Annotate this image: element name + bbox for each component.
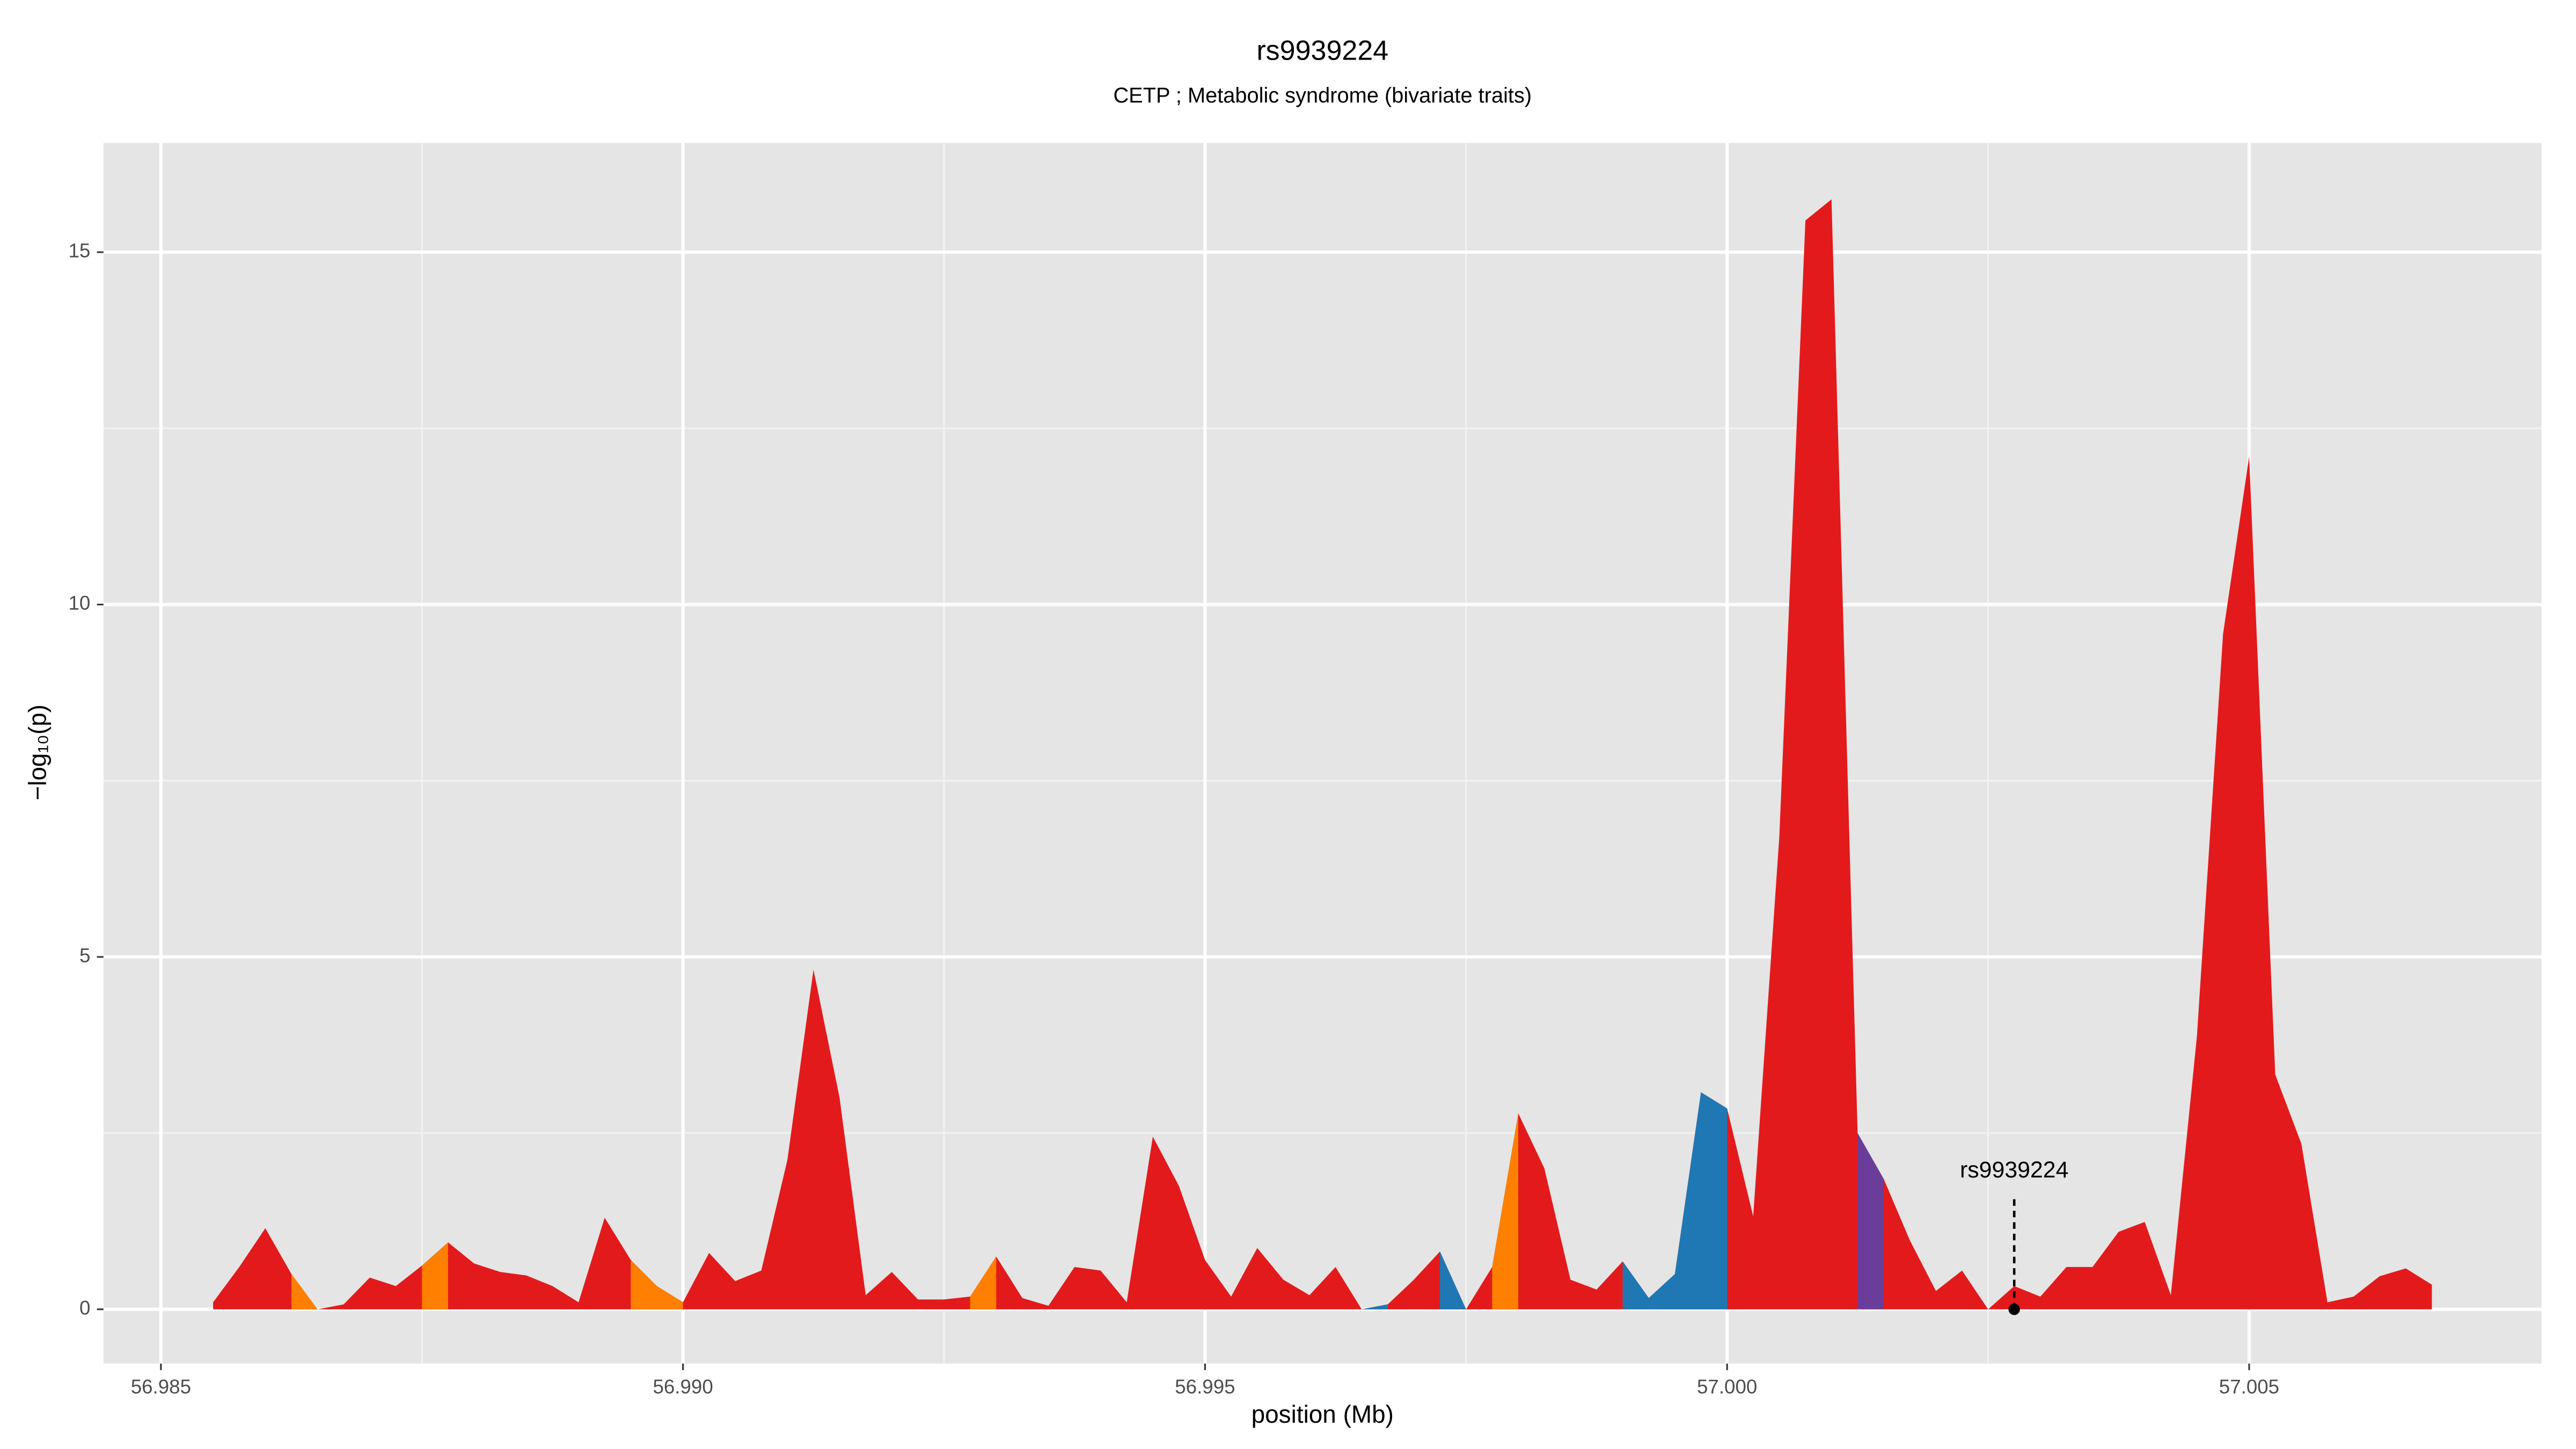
area bbox=[213, 199, 2432, 1309]
area bbox=[631, 1260, 683, 1309]
chart-title: rs9939224 bbox=[1256, 35, 1388, 67]
y-tick-label: 5 bbox=[79, 945, 90, 967]
x-tick-label: 56.985 bbox=[131, 1375, 191, 1397]
x-tick-label: 56.990 bbox=[653, 1375, 713, 1397]
area bbox=[1362, 1304, 1388, 1309]
annotation-point bbox=[2008, 1303, 2020, 1315]
annotation-label: rs9939224 bbox=[1960, 1157, 2068, 1183]
y-tick-label: 0 bbox=[79, 1297, 90, 1319]
y-tick-label: 15 bbox=[69, 240, 91, 262]
area bbox=[1622, 1092, 1728, 1309]
x-tick-label: 56.995 bbox=[1175, 1375, 1235, 1397]
chart-subtitle: CETP ; Metabolic syndrome (bivariate tra… bbox=[1113, 84, 1532, 107]
y-tick-label: 10 bbox=[69, 592, 91, 614]
area bbox=[1492, 1113, 1519, 1309]
area bbox=[1440, 1252, 1466, 1309]
x-tick-label: 57.000 bbox=[1697, 1375, 1757, 1397]
y-axis-label: −log₁₀(p) bbox=[24, 705, 52, 801]
area bbox=[422, 1242, 448, 1309]
plot-panel bbox=[103, 143, 2542, 1364]
x-tick-label: 57.005 bbox=[2219, 1375, 2279, 1397]
x-axis-label: position (Mb) bbox=[1252, 1400, 1394, 1428]
area bbox=[1857, 1133, 1884, 1309]
area bbox=[970, 1256, 997, 1309]
